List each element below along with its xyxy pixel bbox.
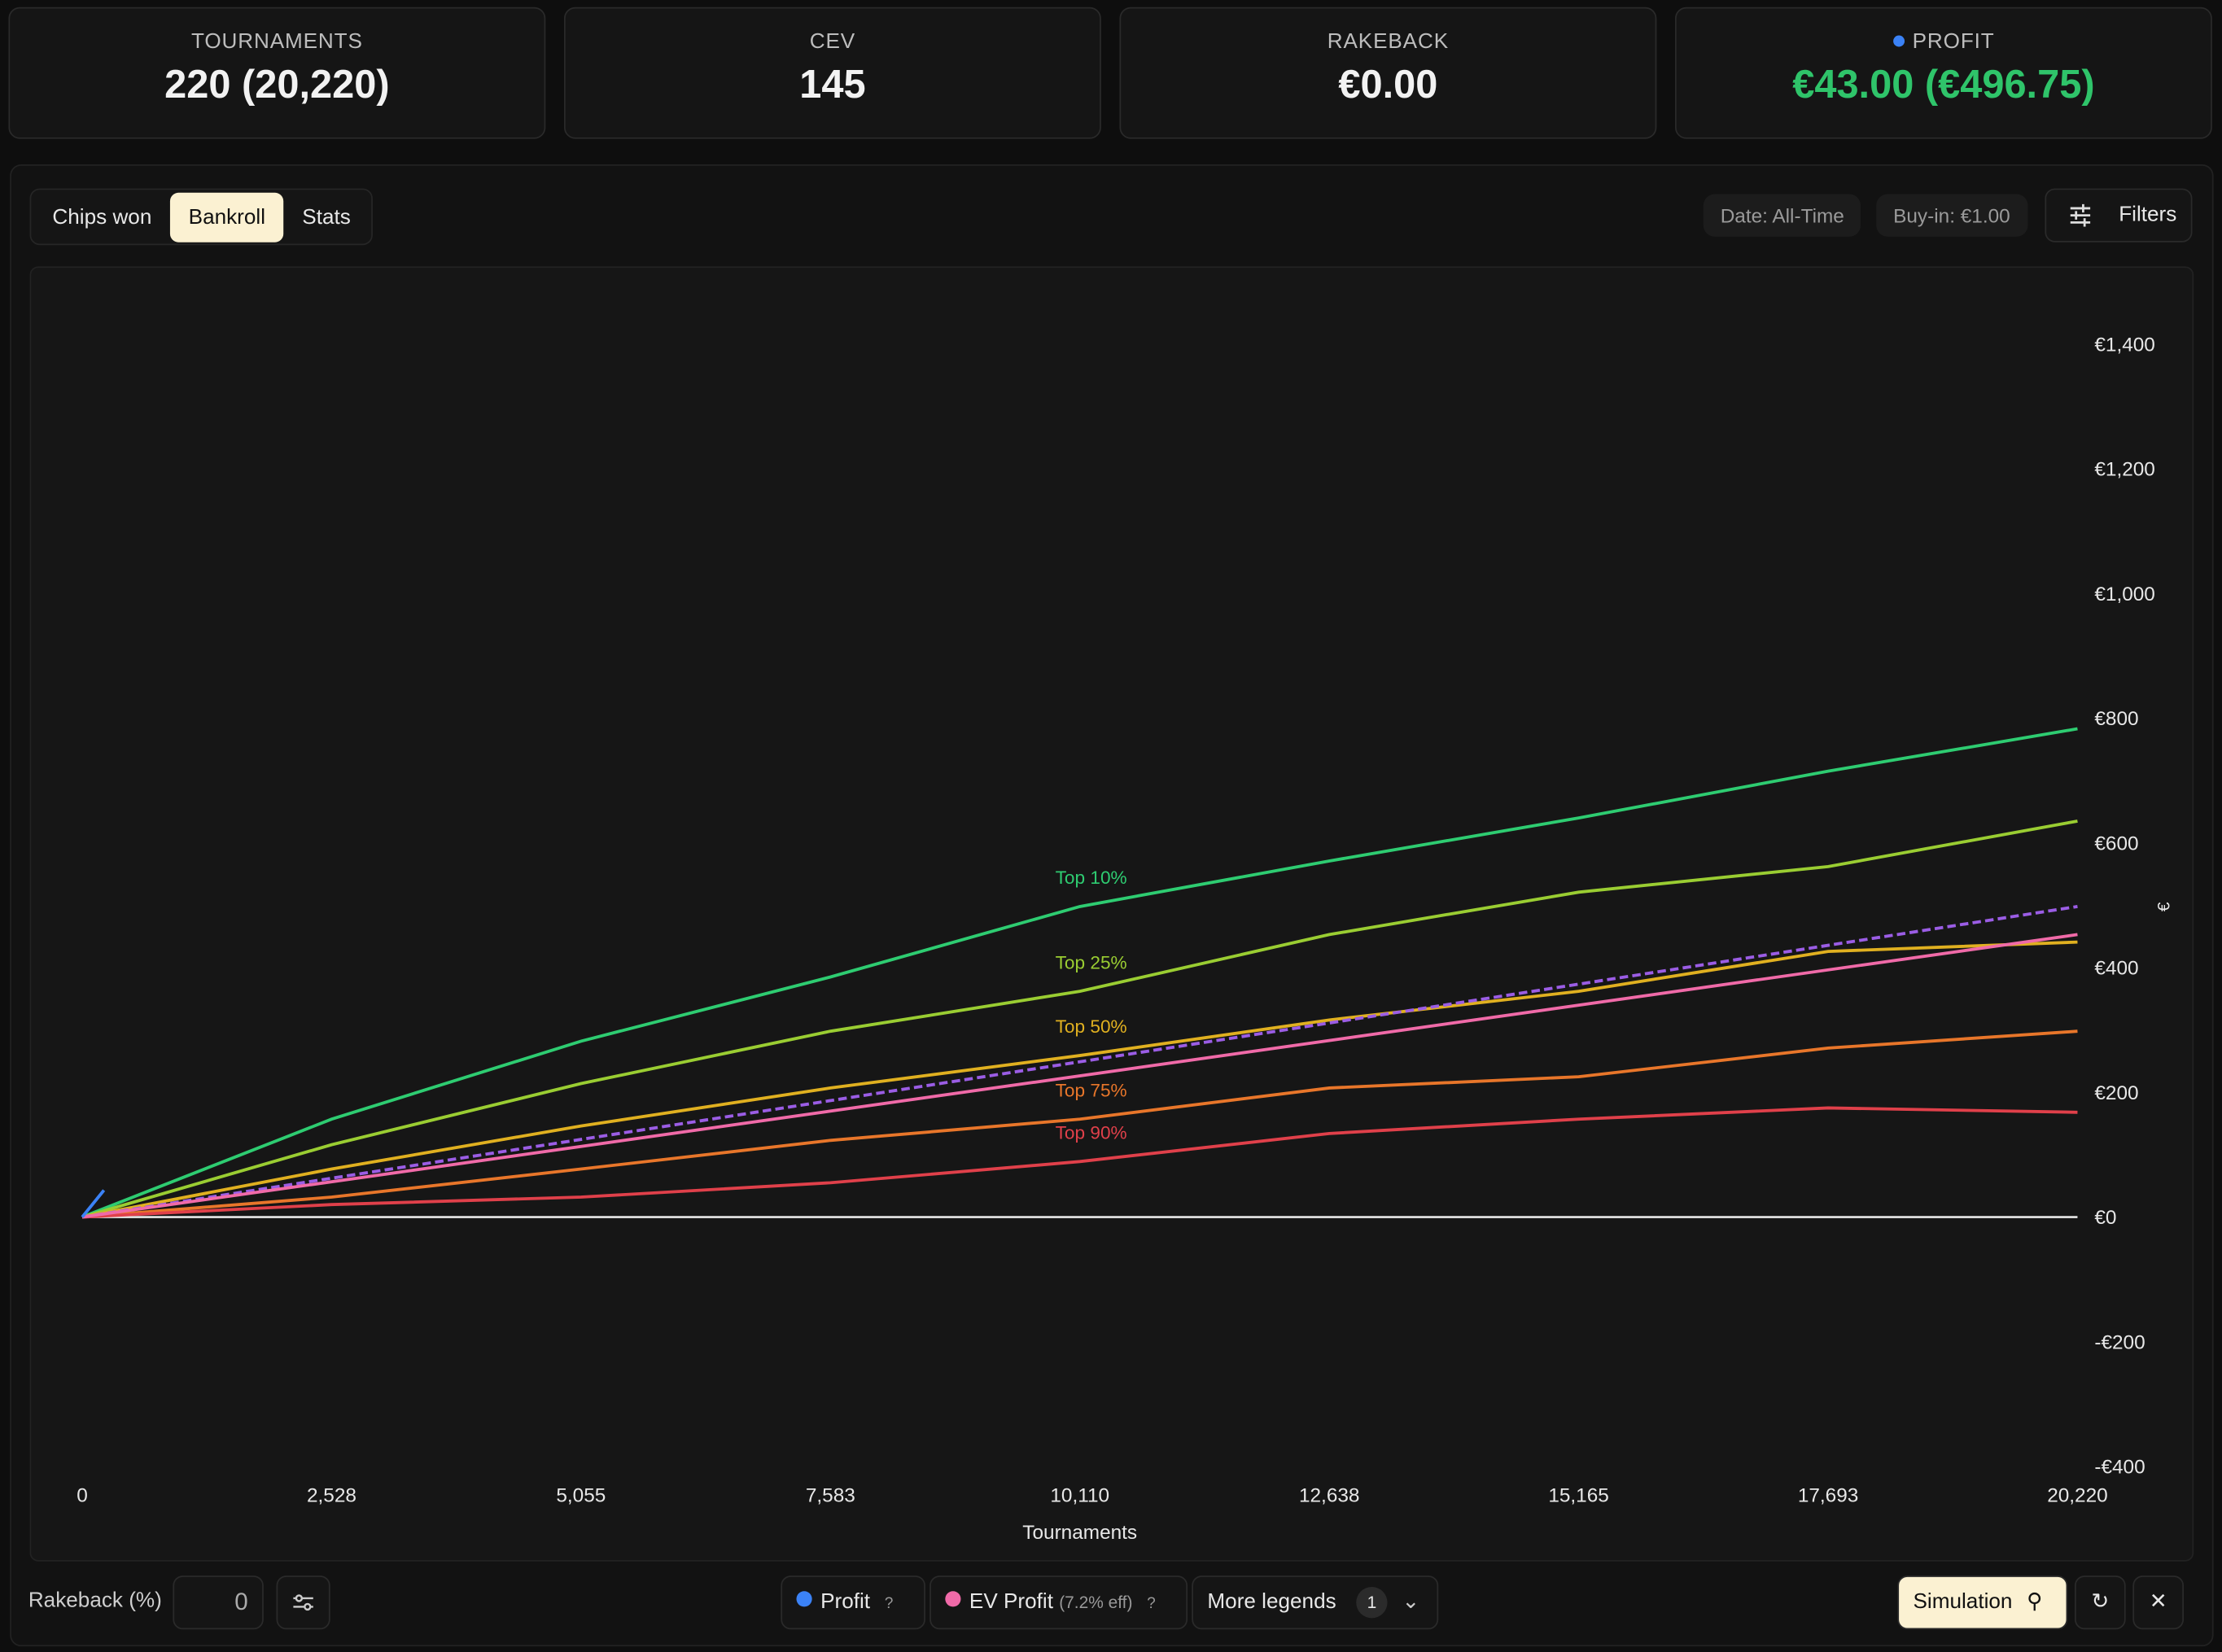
more-count: 1 bbox=[1356, 1587, 1388, 1619]
tab[interactable]: Stats bbox=[302, 204, 351, 229]
legend-note: (7.2% eff) bbox=[1059, 1592, 1133, 1613]
settings-button[interactable] bbox=[276, 1576, 330, 1630]
tab[interactable]: Chips won bbox=[52, 204, 152, 229]
legend-label: EV Profit bbox=[969, 1589, 1053, 1615]
stat-total: (€496.75) bbox=[1924, 62, 2095, 107]
more-legends[interactable]: More legends 1 ⌄ bbox=[1192, 1576, 1439, 1630]
plot-area bbox=[29, 266, 2194, 1562]
filters-button[interactable]: Filters bbox=[2045, 188, 2193, 243]
stat-label: CEV bbox=[809, 29, 856, 55]
stat-card: TOURNAMENTS 220 (20,220) bbox=[8, 7, 546, 139]
chevron: ⌄ bbox=[1402, 1589, 1420, 1615]
help[interactable]: ? bbox=[1147, 1595, 1156, 1613]
simulation-label: Simulation bbox=[1913, 1589, 2013, 1615]
stat-label: TOURNAMENTS bbox=[190, 29, 363, 55]
legend-ev[interactable]: EV Profit (7.2% eff) ? bbox=[929, 1576, 1188, 1630]
help[interactable]: ? bbox=[884, 1595, 894, 1613]
settings-icon bbox=[293, 1594, 313, 1611]
stat-value: 220 (20,220) bbox=[164, 62, 390, 107]
stat-value: 145 bbox=[799, 62, 866, 107]
close-button[interactable]: ✕ bbox=[2132, 1576, 2185, 1630]
stat-value: €0.00 bbox=[1338, 62, 1438, 107]
legend-profit[interactable]: Profit ? bbox=[781, 1576, 925, 1630]
rakeback-label: Rakeback (%) bbox=[28, 1588, 162, 1613]
legend-label: Profit bbox=[820, 1589, 871, 1615]
stat-card: PROFIT €43.00 (€496.75) bbox=[1674, 7, 2212, 139]
refresh-button[interactable]: ↻ bbox=[2074, 1576, 2126, 1630]
stat-label: PROFIT bbox=[1912, 29, 1995, 55]
stat-label: RAKEBACK bbox=[1327, 29, 1450, 55]
tab-active[interactable]: Bankroll bbox=[170, 191, 284, 242]
filters-icon bbox=[2070, 203, 2091, 227]
stat-value-row: €43.00 (€496.75) bbox=[1677, 63, 2211, 108]
stat-value: €43.00 bbox=[1792, 62, 1914, 107]
rakeback-input[interactable]: 0 bbox=[173, 1576, 264, 1630]
stat-label-row: PROFIT bbox=[1677, 29, 2211, 55]
scope-icon: ⚲ bbox=[2027, 1589, 2043, 1615]
filters-label: Filters bbox=[2119, 202, 2177, 227]
simulation-button[interactable]: Simulation ⚲ bbox=[1897, 1576, 2068, 1630]
more-label: More legends bbox=[1207, 1589, 1336, 1615]
tabs: Chips won Bankroll Stats bbox=[29, 188, 374, 246]
stat-card: RAKEBACK €0.00 bbox=[1119, 7, 1657, 139]
date-filter[interactable]: Date: All-Time bbox=[1703, 194, 1861, 237]
buyin-filter[interactable]: Buy-in: €1.00 bbox=[1876, 194, 2027, 237]
stat-card: CEV 145 bbox=[563, 7, 1101, 139]
